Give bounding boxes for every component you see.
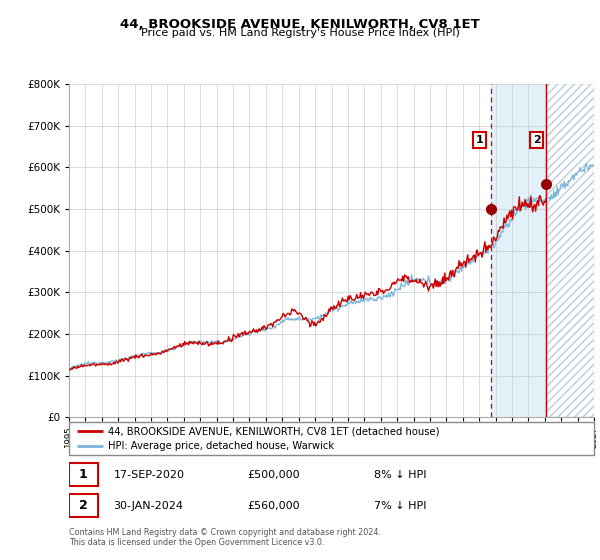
Text: £560,000: £560,000 bbox=[248, 501, 300, 511]
Text: 44, BROOKSIDE AVENUE, KENILWORTH, CV8 1ET: 44, BROOKSIDE AVENUE, KENILWORTH, CV8 1E… bbox=[120, 18, 480, 31]
Text: 44, BROOKSIDE AVENUE, KENILWORTH, CV8 1ET (detached house): 44, BROOKSIDE AVENUE, KENILWORTH, CV8 1E… bbox=[109, 426, 440, 436]
Text: £500,000: £500,000 bbox=[248, 470, 300, 480]
Text: 1: 1 bbox=[475, 135, 483, 145]
Text: Contains HM Land Registry data © Crown copyright and database right 2024.
This d: Contains HM Land Registry data © Crown c… bbox=[69, 528, 381, 547]
Text: HPI: Average price, detached house, Warwick: HPI: Average price, detached house, Warw… bbox=[109, 441, 335, 451]
Text: 30-JAN-2024: 30-JAN-2024 bbox=[113, 501, 184, 511]
Text: 17-SEP-2020: 17-SEP-2020 bbox=[113, 470, 185, 480]
FancyBboxPatch shape bbox=[69, 494, 98, 517]
Bar bbox=[491, 84, 546, 417]
Text: 2: 2 bbox=[533, 135, 541, 145]
Bar bbox=[546, 84, 594, 417]
Text: 8% ↓ HPI: 8% ↓ HPI bbox=[373, 470, 426, 480]
FancyBboxPatch shape bbox=[69, 463, 98, 486]
Text: 2: 2 bbox=[79, 499, 88, 512]
Text: 7% ↓ HPI: 7% ↓ HPI bbox=[373, 501, 426, 511]
Text: 1: 1 bbox=[79, 468, 88, 481]
Bar bbox=[546, 84, 594, 417]
Text: Price paid vs. HM Land Registry's House Price Index (HPI): Price paid vs. HM Land Registry's House … bbox=[140, 28, 460, 38]
